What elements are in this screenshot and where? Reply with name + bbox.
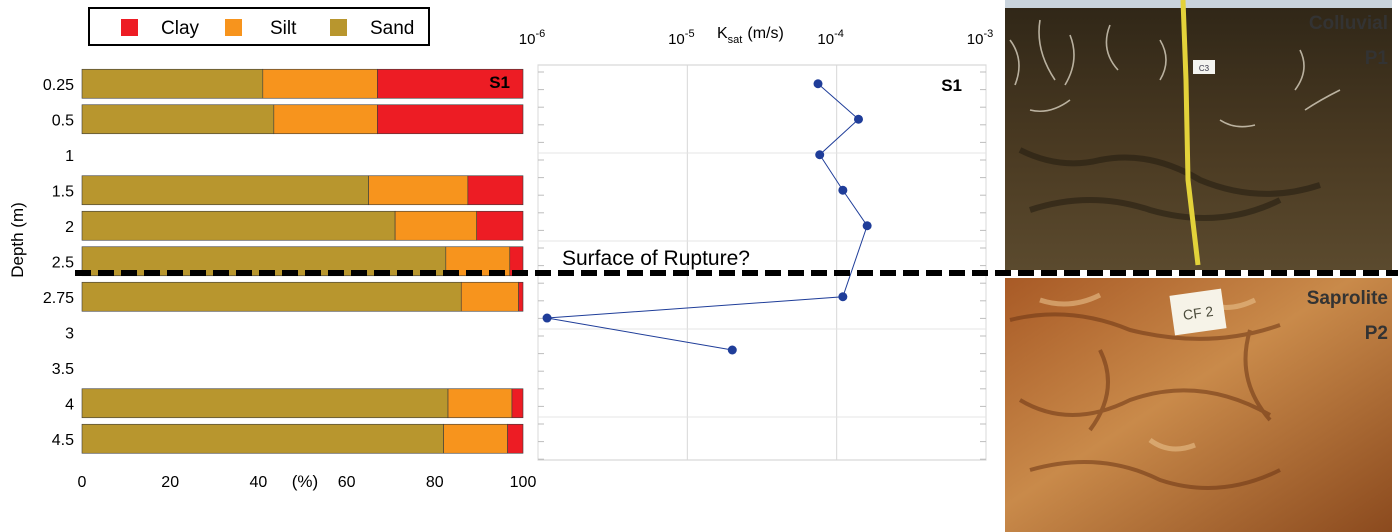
bar-segment-sand [81,281,462,312]
bar-segment-sand [81,388,449,419]
ksat-point [815,150,825,160]
colluvial-photo: C3 Colluvial P1 [1005,0,1392,270]
bar-segment-clay [467,175,524,206]
rupture-annotation: Surface of Rupture? [562,247,750,270]
bar-segment-sand [81,104,275,135]
ksat-point [838,185,848,195]
legend-silt-label: Silt [270,18,297,39]
depth-tick-label: 2.75 [43,290,74,307]
ksat-tick-labels: 10-6 10-5 10-4 10-3 [519,28,993,48]
bar-segment-silt [460,281,519,312]
depth-tick-label: 2 [65,219,74,236]
depth-tick-labels: 0.25 0.5 1 1.5 2 2.5 2.75 3 3.5 4 4.5 [43,77,74,449]
colluvial-label: Colluvial [1309,13,1388,34]
saprolite-label: Saprolite [1307,288,1388,309]
ksat-point [813,79,823,89]
colluvial-tag [1193,60,1215,74]
ksat-label-main: K [717,25,728,42]
ksat-point [853,114,863,124]
ksat-tick-label: 10-4 [817,28,843,48]
percent-tick-label: 40 [250,474,268,491]
depth-tick-label: 0.25 [43,77,74,94]
soil-photos: C3 Colluvial P1 CF 2 Saprolite P2 [1005,0,1392,532]
colluvial-sublabel: P1 [1365,48,1389,69]
colluvial-tag-text: C3 [1199,64,1210,73]
saprolite-sublabel: P2 [1365,323,1388,344]
percent-tick-label: 100 [510,474,537,491]
legend-clay-swatch [121,19,138,36]
saprolite-tag-text: CF 2 [1182,303,1214,323]
depth-axis-label: Depth (m) [8,202,27,278]
bar-segment-silt [262,68,378,99]
bar-segment-sand [81,210,396,241]
percent-tick-label: 80 [426,474,444,491]
bar-segment-sand [81,68,264,99]
ksat-point [542,313,552,323]
bar-segment-clay [507,423,524,454]
bar-segment-silt [394,210,477,241]
bar-segment-silt [273,104,378,135]
ksat-chart: 10-6 10-5 10-4 10-3 Ksat (m/s) S1 [519,25,993,461]
percent-tick-labels: 0 20 40 60 80 100 [78,474,537,491]
depth-tick-label: 3.5 [52,361,74,378]
depth-tick-label: 2.5 [52,254,74,271]
legend: Clay Silt Sand [88,7,430,46]
bar-segment-sand [81,423,444,454]
percent-tick-label: 20 [161,474,179,491]
saprolite-photo: CF 2 Saprolite P2 [1005,278,1392,532]
bar-panel-label: S1 [489,73,510,92]
depth-tick-label: 1.5 [52,183,74,200]
svg-text:Ksat(m/s): Ksat (m/s) [717,25,784,46]
saprolite-tag [1169,288,1227,336]
ksat-label-sub: sat [728,34,743,46]
bar-segment-silt [447,388,513,419]
ksat-line [546,83,868,351]
depth-tick-label: 4.5 [52,432,74,449]
ksat-label-unit: (m/s) [747,25,783,42]
bar-segment-clay [511,388,524,419]
bar-segment-clay [518,281,524,312]
ksat-points [542,79,872,355]
ksat-tick-label: 10-5 [668,28,694,48]
legend-sand-swatch [330,19,347,36]
grain-size-bars [81,68,524,454]
ksat-plot-area [537,64,987,461]
ksat-tick-label: 10-3 [967,28,993,48]
ksat-point [862,221,872,231]
depth-tick-label: 1 [65,148,74,165]
ksat-panel-label: S1 [941,76,962,95]
ksat-point [838,292,848,302]
ksat-tick-label: 10-6 [519,28,545,48]
bar-segment-clay [476,210,524,241]
bar-segment-clay [377,104,524,135]
ksat-axis-label: Ksat (m/s) [717,25,784,46]
depth-tick-label: 0.5 [52,112,74,129]
legend-sand-label: Sand [370,18,414,39]
bar-segment-silt [443,423,508,454]
grain-size-chart: 0.25 0.5 1 1.5 2 2.5 2.75 3 3.5 4 4.5 0 20 40 60 80 100… [8,68,537,491]
percent-tick-label: 0 [78,474,87,491]
depth-tick-label: 3 [65,325,74,342]
legend-silt-swatch [225,19,242,36]
percent-axis-label: (%) [292,472,318,491]
depth-tick-label: 4 [65,396,74,413]
bar-segment-clay [377,68,524,99]
bar-segment-sand [81,175,369,206]
legend-clay-label: Clay [161,18,200,39]
ksat-point [727,345,737,355]
percent-tick-label: 60 [338,474,356,491]
bar-segment-silt [368,175,469,206]
